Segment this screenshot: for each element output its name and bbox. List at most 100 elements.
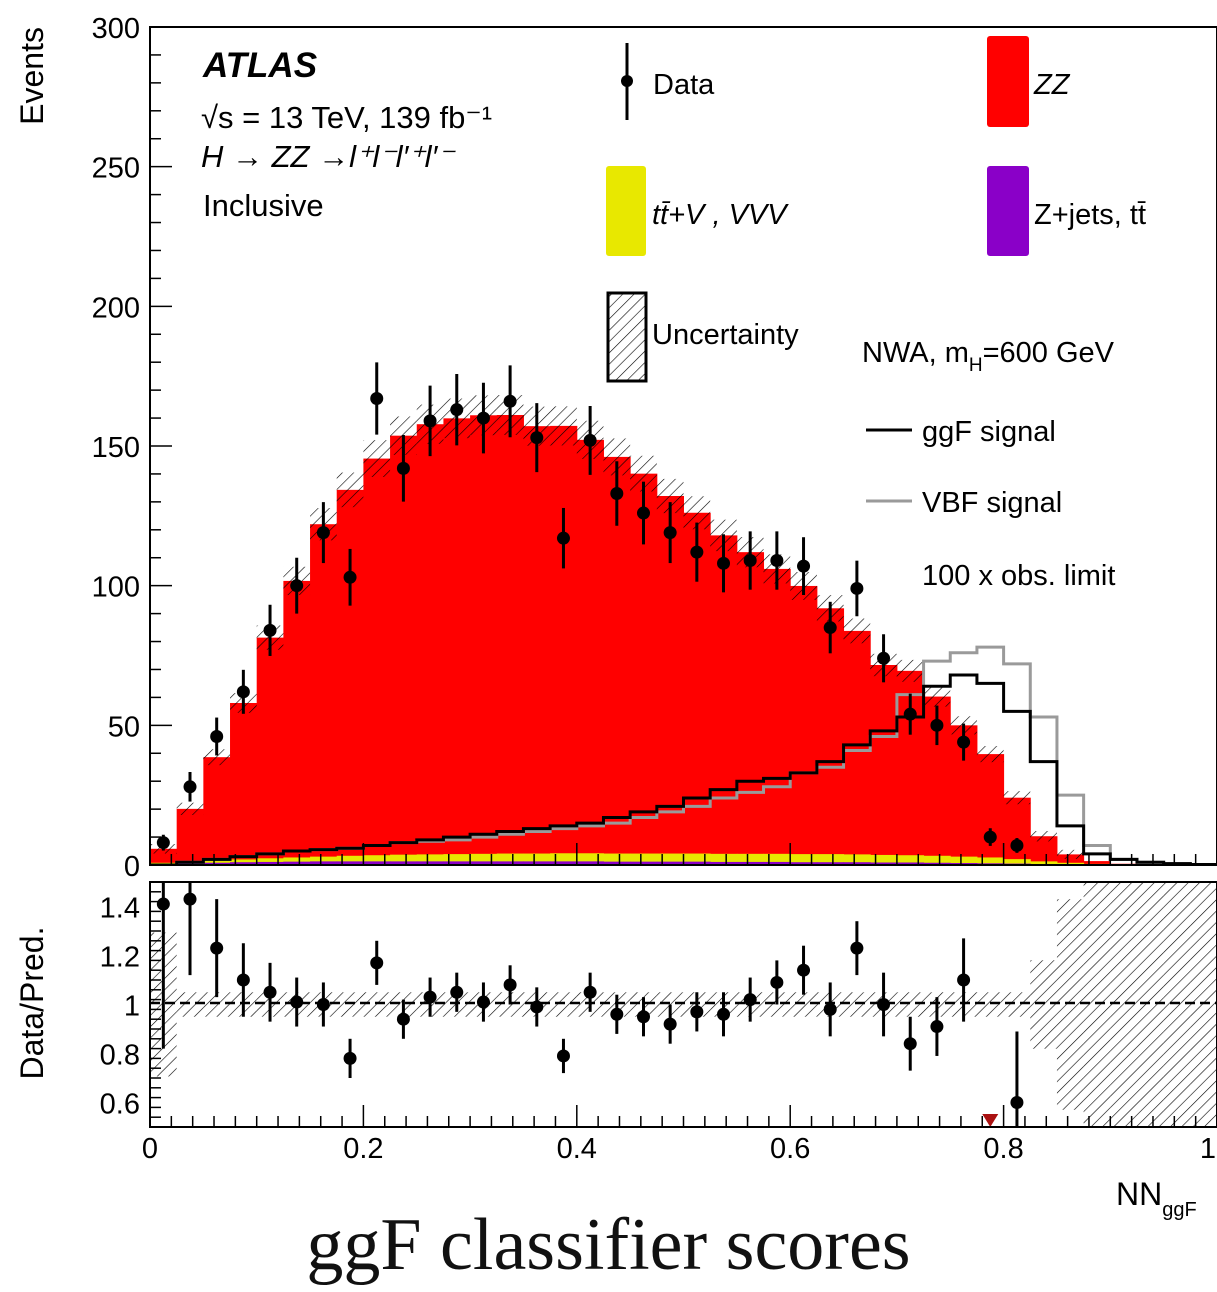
ratio-point [850,941,864,955]
ratio-uncertainty-hatch [790,992,817,1017]
ttv-bar [1030,861,1058,865]
legend-item-data: Data [621,43,715,120]
ttv-bar [923,855,951,865]
ratio-point [503,978,517,992]
data-point [1010,838,1024,852]
ttv-bar [390,854,418,865]
zjets-bar [203,862,231,865]
data-point [423,414,437,428]
main-y-tick-label: 250 [92,153,140,185]
data-point [450,403,464,417]
data-point [743,554,757,568]
ratio-y-tick-label: 1 [124,991,140,1023]
ratio-point [450,985,464,999]
ratio-point [957,973,971,987]
zz-bar [550,425,578,865]
x-tick-label: 0.4 [557,1133,597,1165]
zz-bar [736,552,765,865]
ratio-point [823,1002,837,1016]
zz-bar [443,418,471,865]
ttv-bar [1003,859,1031,865]
main-y-tick-label: 100 [92,572,140,604]
ratio-uncertainty-hatch [843,992,871,1017]
zjets-bar [550,861,578,865]
main-y-label: Events [14,27,50,125]
data-point [476,411,490,425]
zjets-bar [523,861,551,865]
legend-data-marker [621,75,633,87]
uncertainty-hatch [550,406,577,446]
ttv-bar [763,853,791,865]
ttv-bar [363,855,391,865]
ratio-y-tick-label: 0.8 [100,1040,140,1072]
legend-label-zz: ZZ [1033,69,1071,101]
zz-bar [283,580,311,865]
ratio-panel: 0.60.811.21.4 0 0.2 0.4 0.6 0.8 1 Data/Pred. … [14,881,1217,1221]
zjets-bar [443,861,471,865]
data-point [503,394,517,408]
ratio-offscale-markers [982,1114,999,1127]
energy-lumi-label: √s = 13 TeV, 139 fb⁻¹ [201,100,492,135]
ttv-bar [816,854,845,865]
data-point [530,431,544,445]
data-point [236,685,250,699]
signal-scale-note: 100 x obs. limit [922,560,1115,592]
ttv-bar [630,853,658,865]
ratio-y-tick-label: 0.6 [100,1089,140,1121]
legend-label-zjets: Z+jets, tt̄ [1034,199,1146,231]
ttv-bar [310,856,338,865]
zjets-bar [576,861,604,865]
data-point [850,581,864,595]
main-panel: 0 50 100 150 200 250 300 Events ATLAS √s = 13 … [14,13,1217,883]
zz-bar [470,415,498,865]
ttv-bar [683,853,711,865]
ratio-point [610,1007,624,1021]
data-point [556,531,570,545]
ratio-point [263,985,277,999]
data-point [770,554,784,568]
main-y-tick-label: 200 [92,292,140,324]
data-point [316,526,330,540]
zjets-bar [630,861,658,865]
zjets-bar [843,862,871,865]
data-point [183,780,197,794]
legend-item-uncertainty: Uncertainty [606,291,799,383]
ratio-point [583,985,597,999]
zz-bar [1083,861,1111,865]
uncertainty-hatch [363,440,391,477]
legend-item-ggf-signal: ggF signal [866,416,1056,448]
ratio-data-points [156,882,1024,1127]
main-y-tick-label: 0 [124,851,140,883]
process-label: H → ZZ →l⁺l⁻l′⁺l′⁻ [201,139,456,174]
ratio-y-axis: 0.6 0.8 1 1.2 1.4 [100,881,161,1128]
ratio-uncertainty-hatch [1163,882,1191,1127]
ratio-uncertainty-hatch [976,992,1004,1017]
legend-label-ggf: ggF signal [922,416,1056,448]
ratio-point [290,995,304,1009]
ttv-bar [523,853,551,865]
zjets-bar [870,862,898,865]
x-tick-label: 1 [1200,1133,1216,1165]
zjets-bar [283,861,311,865]
slide-caption: ggF classifier scores [306,1204,911,1286]
ratio-plot-area [150,882,1217,1127]
legend-swatch-uncertainty [606,291,648,383]
data-point [263,623,277,637]
data-point [823,621,837,635]
ratio-point [396,1012,410,1026]
main-y-tick-label: 50 [108,711,140,743]
data-point [290,579,304,593]
ratio-point [930,1020,944,1034]
data-point [690,545,704,559]
zjets-bar [683,861,711,865]
data-point [903,707,917,721]
uncertainty-hatch [923,686,951,707]
ttv-bar [790,854,818,865]
uncertainty-hatch [203,749,231,766]
main-x-ticks [149,843,1217,865]
legend-item-ttv: tt̄+V , VVV [606,166,789,256]
data-point [636,506,650,520]
zjets-bar [230,862,258,865]
ratio-point [236,973,250,987]
zz-bar [576,439,604,865]
